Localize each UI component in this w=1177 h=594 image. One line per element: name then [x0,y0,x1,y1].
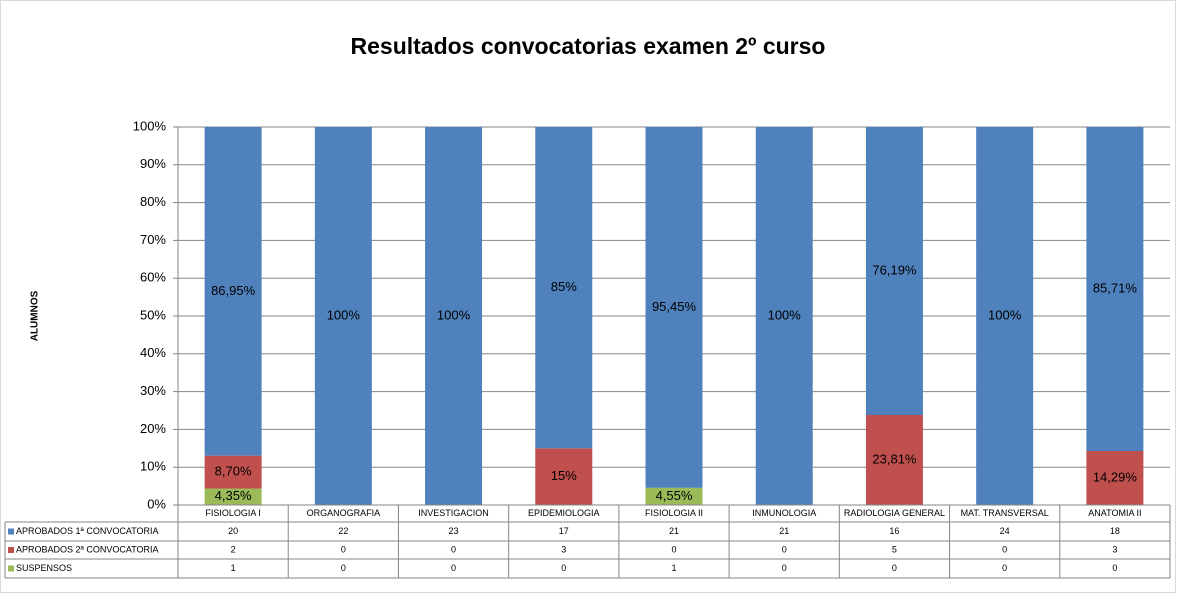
x-tick-label: INMUNOLOGIA [752,508,816,518]
chart-title: Resultados convocatorias examen 2º curso [351,33,826,59]
table-cell: 5 [892,544,897,554]
table-cell: 3 [561,544,566,554]
table-cell: 24 [1000,526,1010,536]
bar-segment [645,487,703,505]
table-cell: 3 [1112,544,1117,554]
x-tick-label: MAT. TRANSVERSAL [961,508,1049,518]
table-cell: 1 [671,563,676,573]
table-cell: 17 [559,526,569,536]
bar-segment [865,414,923,505]
data-label: 100% [437,307,471,322]
data-label: 8,70% [215,464,252,479]
table-cell: 0 [671,544,676,554]
table-cell: 0 [341,544,346,554]
bar-segment [535,448,593,505]
y-tick-label: 90% [140,156,166,171]
table-cell: 0 [1002,563,1007,573]
table-cell: 21 [779,526,789,536]
bar-segment [535,127,593,449]
table-cell: 20 [228,526,238,536]
x-tick-label: RADIOLOGIA GENERAL [844,508,945,518]
legend-key [8,565,14,572]
data-label: 23,81% [872,451,917,466]
table-cell: 0 [451,563,456,573]
table-cell: 23 [449,526,459,536]
y-tick-label: 80% [140,194,166,209]
y-tick-label: 100% [133,118,167,133]
bar-segment [204,127,262,456]
bar-segment [865,127,923,415]
table-cell: 0 [782,544,787,554]
y-tick-label: 70% [140,232,166,247]
y-tick-label: 10% [140,459,166,474]
y-tick-label: 40% [140,345,166,360]
table-cell: 21 [669,526,679,536]
table-cell: 0 [451,544,456,554]
data-label: 4,35% [215,488,252,503]
y-tick-label: 30% [140,383,166,398]
table-cell: 0 [341,563,346,573]
legend-label: APROBADOS 2ª CONVOCATORIA [16,544,159,554]
bar-segment [204,455,262,489]
data-label: 85,71% [1093,280,1138,295]
data-label: 86,95% [211,283,256,298]
data-label: 100% [768,307,802,322]
table-cell: 0 [1112,563,1117,573]
y-axis-label: ALUMNOS [30,290,41,341]
x-tick-label: FISIOLOGIA II [645,508,703,518]
x-tick-label: EPIDEMIOLOGIA [528,508,600,518]
x-tick-label: INVESTIGACION [418,508,489,518]
table-cell: 0 [782,563,787,573]
bar-segment [204,488,262,505]
data-label: 85% [551,279,577,294]
data-label: 100% [327,307,361,322]
table-cell: 1 [231,563,236,573]
y-tick-label: 60% [140,270,166,285]
bar-segment [1086,450,1144,505]
table-cell: 0 [1002,544,1007,554]
table-cell: 0 [561,563,566,573]
table-cell: 0 [892,563,897,573]
data-label: 95,45% [652,299,697,314]
bar-segment [314,127,372,505]
legend-label: SUSPENSOS [16,563,72,573]
data-label: 15% [551,468,577,483]
bar-segment [755,127,813,505]
legend-key [8,547,14,553]
table-cell: 18 [1110,526,1120,536]
y-tick-label: 0% [147,496,166,511]
x-tick-label: ANATOMIA II [1088,508,1141,518]
legend-label: APROBADOS 1ª CONVOCATORIA [16,526,159,536]
table-cell: 22 [338,526,348,536]
y-tick-label: 50% [140,307,166,322]
bar-segment [1086,127,1144,451]
legend-key [8,528,14,535]
data-label: 4,55% [656,488,693,503]
table-cell: 2 [231,544,236,554]
data-label: 76,19% [872,262,917,277]
data-label: 14,29% [1093,469,1138,484]
data-label: 100% [988,307,1022,322]
x-tick-label: ORGANOGRAFIA [307,508,381,518]
y-tick-label: 20% [140,421,166,436]
bar-segment [425,127,483,505]
x-tick-label: FISIOLOGIA I [205,508,261,518]
table-cell: 16 [889,526,899,536]
bar-segment [645,127,703,488]
bar-segment [976,127,1034,505]
